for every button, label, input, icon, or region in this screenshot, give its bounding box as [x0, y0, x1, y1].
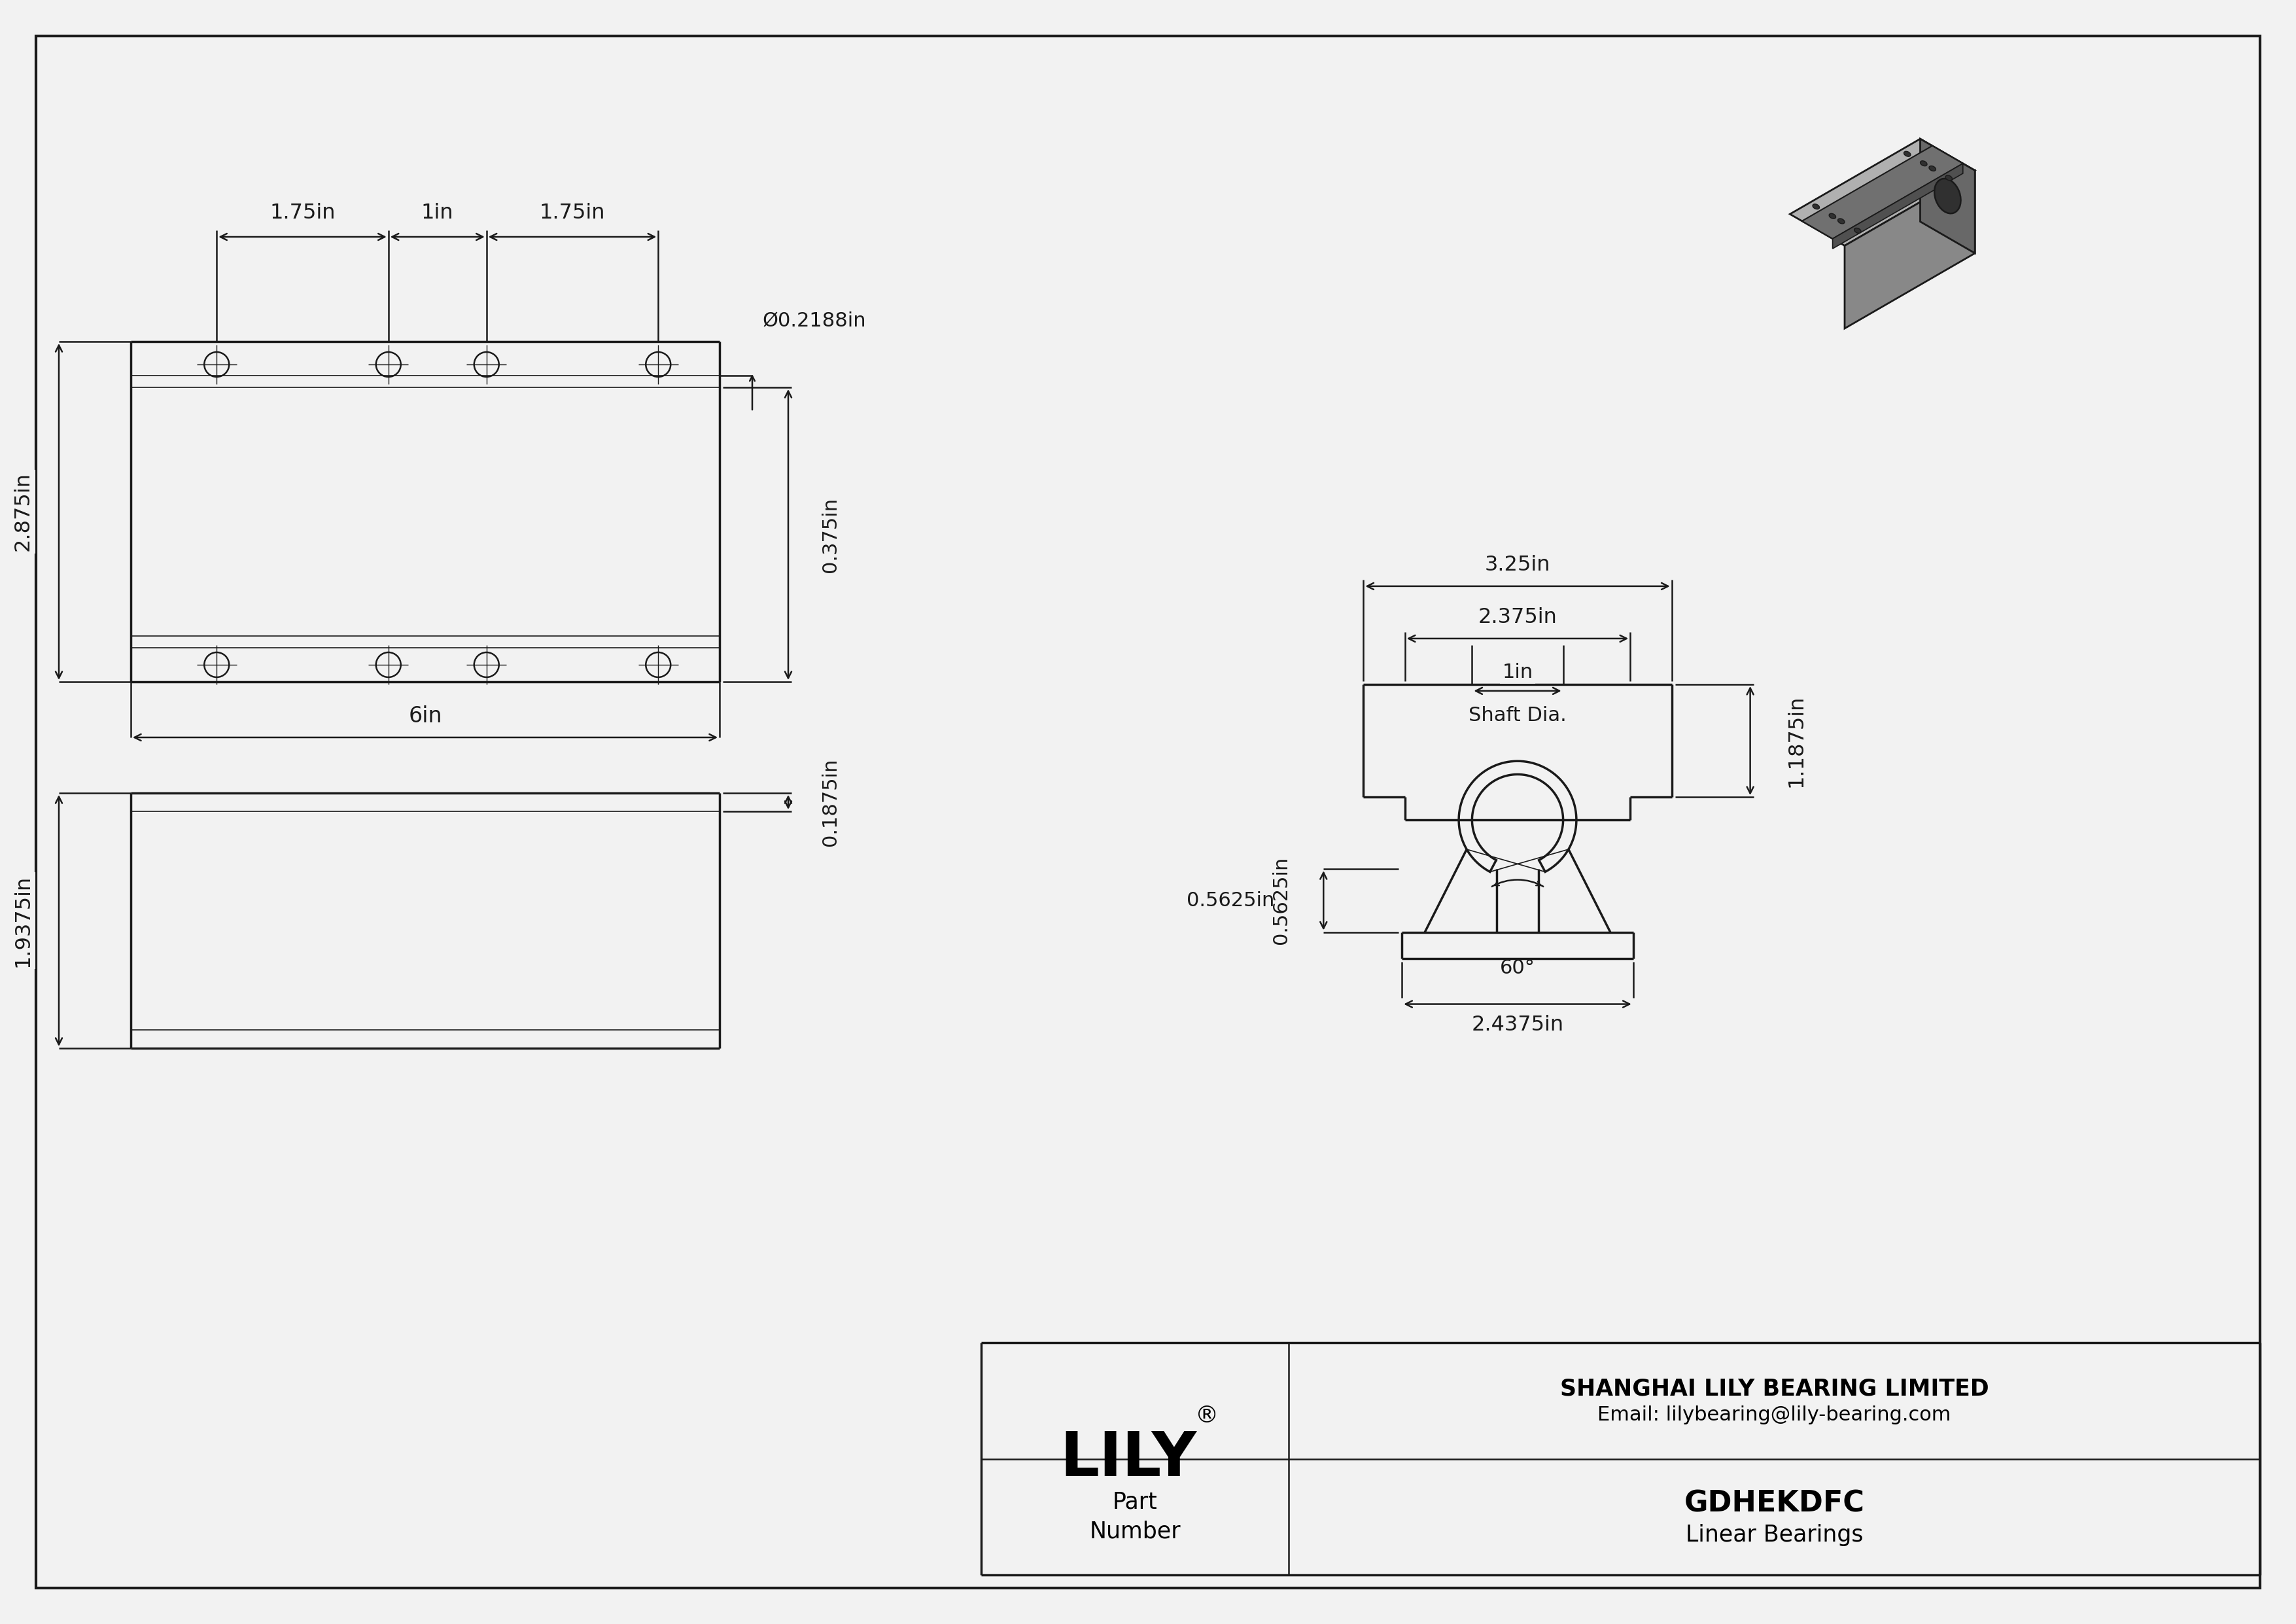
Text: 1.75in: 1.75in — [540, 203, 606, 224]
Text: Email: lilybearing@lily-bearing.com: Email: lilybearing@lily-bearing.com — [1598, 1406, 1952, 1424]
Text: Linear Bearings: Linear Bearings — [1685, 1523, 1862, 1546]
Text: 2.875in: 2.875in — [14, 473, 32, 551]
Ellipse shape — [1812, 205, 1818, 209]
Polygon shape — [1791, 138, 1975, 245]
Ellipse shape — [1929, 166, 1936, 171]
Text: 0.5625in: 0.5625in — [1272, 856, 1290, 945]
Text: 0.5625in: 0.5625in — [1187, 892, 1274, 909]
Polygon shape — [1802, 146, 1963, 239]
Text: 0.375in: 0.375in — [822, 497, 840, 572]
Ellipse shape — [1945, 175, 1952, 180]
Polygon shape — [1919, 138, 1975, 253]
Text: 60°: 60° — [1499, 958, 1536, 978]
Text: GDHEKDFC: GDHEKDFC — [1683, 1489, 1864, 1518]
Text: 1.1875in: 1.1875in — [1786, 695, 1807, 788]
Text: 2.4375in: 2.4375in — [1472, 1015, 1564, 1034]
Text: Part
Number: Part Number — [1088, 1491, 1180, 1543]
Text: 1in: 1in — [420, 203, 455, 224]
Text: 1.9375in: 1.9375in — [14, 874, 32, 966]
Ellipse shape — [1933, 179, 1961, 213]
Ellipse shape — [1919, 161, 1926, 166]
Text: LILY: LILY — [1061, 1429, 1196, 1489]
Text: 3.25in: 3.25in — [1486, 555, 1550, 575]
Ellipse shape — [1837, 219, 1844, 224]
Text: Shaft Dia.: Shaft Dia. — [1469, 706, 1566, 726]
Text: ®: ® — [1194, 1405, 1219, 1427]
Text: SHANGHAI LILY BEARING LIMITED: SHANGHAI LILY BEARING LIMITED — [1559, 1377, 1988, 1400]
Text: 2.375in: 2.375in — [1479, 607, 1557, 628]
Ellipse shape — [1903, 151, 1910, 156]
Text: 1in: 1in — [1502, 663, 1534, 682]
Text: 0.1875in: 0.1875in — [822, 758, 840, 846]
Text: Ø0.2188in: Ø0.2188in — [762, 310, 866, 330]
Ellipse shape — [1855, 227, 1862, 234]
Ellipse shape — [1830, 213, 1837, 219]
Polygon shape — [1832, 164, 1963, 248]
Text: 6in: 6in — [409, 706, 443, 728]
Text: 1.75in: 1.75in — [269, 203, 335, 224]
Polygon shape — [1844, 171, 1975, 328]
